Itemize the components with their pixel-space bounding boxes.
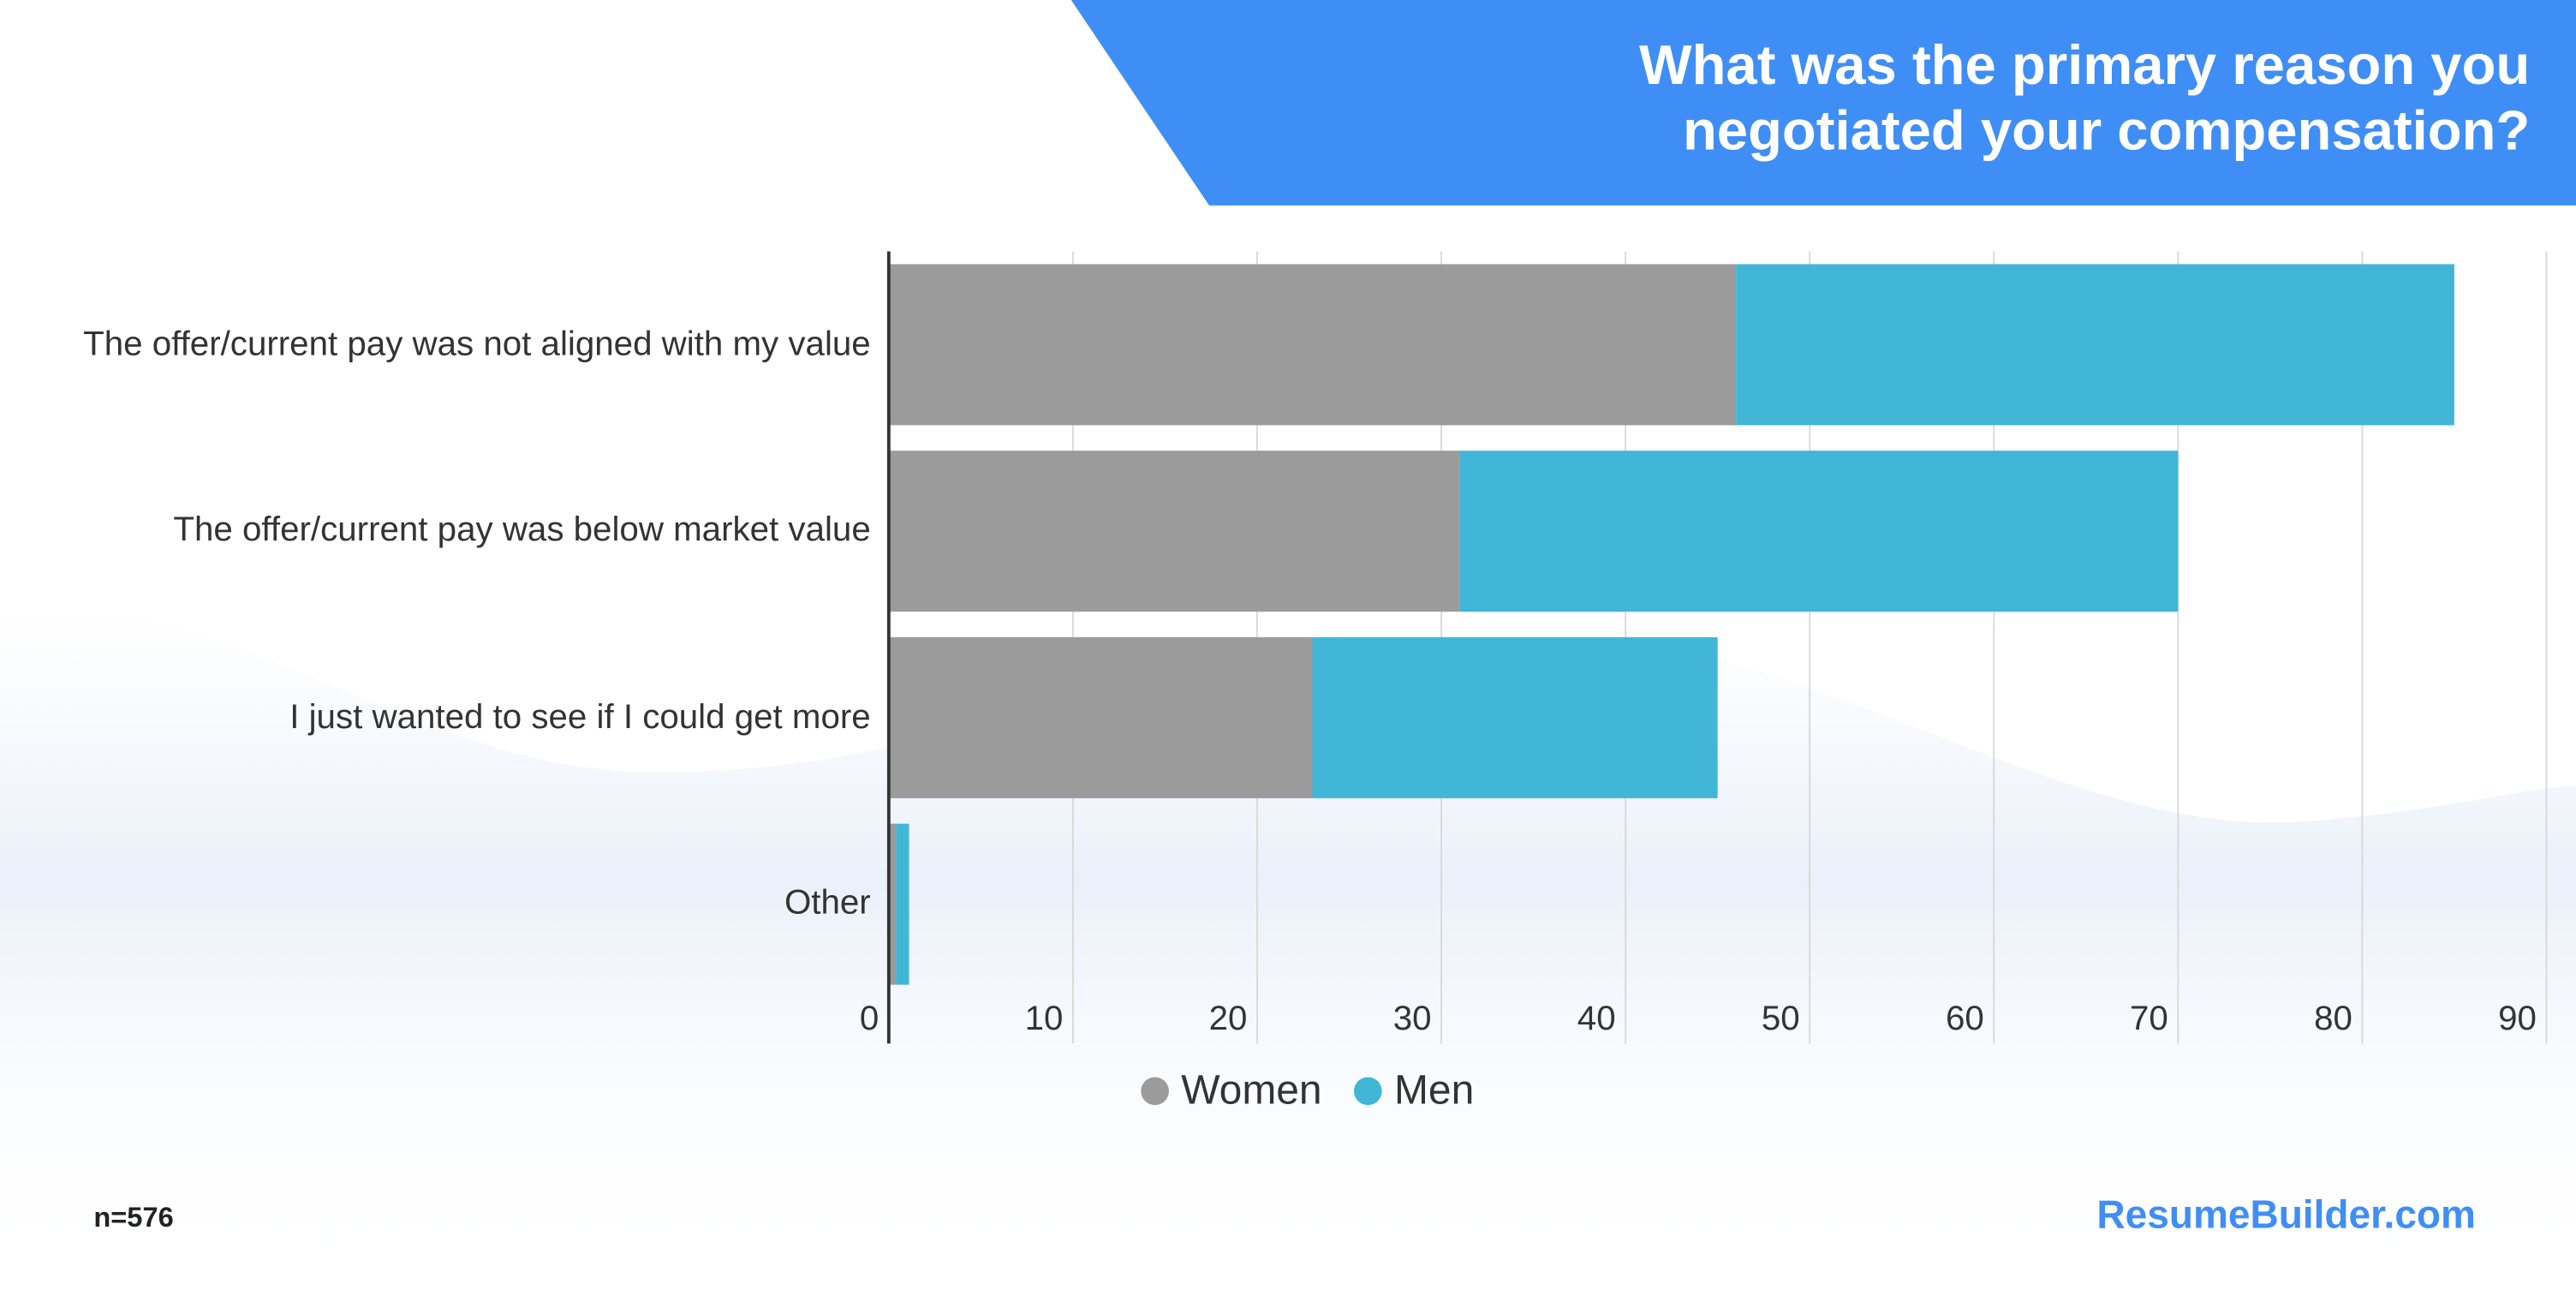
y-tick-text: I just wanted to see if I could get more (289, 697, 871, 736)
x-tick-label: 60 (1946, 999, 1984, 1037)
category-label-box: I just wanted to see if I could get more (50, 652, 871, 783)
source: ResumeBuilder.com (2096, 1192, 2476, 1237)
wave-decoration (0, 606, 2576, 1290)
x-tick-label: 0 (860, 999, 879, 1037)
x-tick-label: 40 (1577, 999, 1616, 1037)
category-label-box: The offer/current pay was not aligned wi… (50, 279, 871, 410)
x-tick-label: 10 (1025, 999, 1064, 1037)
x-tick-label: 50 (1762, 999, 1800, 1037)
x-tick-label: 80 (2314, 999, 2352, 1037)
y-tick-label: I just wanted to see if I could get more (50, 652, 871, 783)
bar (888, 451, 1460, 612)
category-label-box: The offer/current pay was below market v… (50, 465, 871, 596)
x-tick-label: 70 (2130, 999, 2168, 1037)
chart-title: What was the primary reason you negotiat… (1639, 34, 2531, 163)
x-tick-label: 90 (2498, 999, 2537, 1037)
bar (1312, 636, 1718, 798)
bar (888, 636, 1313, 798)
bar (1459, 451, 2179, 612)
y-tick-text: The offer/current pay was not aligned wi… (83, 325, 871, 363)
bar (896, 823, 909, 985)
y-tick-label: Other (50, 839, 871, 970)
y-tick-text: The offer/current pay was below market v… (173, 511, 871, 550)
legend-marker (1354, 1077, 1382, 1106)
category-label-box: Other (50, 839, 871, 970)
bar (888, 823, 897, 985)
legend-label: Women (1181, 1067, 1321, 1113)
y-tick-label: The offer/current pay was below market v… (50, 465, 871, 596)
title-box: What was the primary reason you negotiat… (1639, 34, 2531, 163)
sample-note: n=576 (93, 1201, 173, 1233)
x-tick-label: 30 (1393, 999, 1432, 1037)
bar (888, 264, 1737, 426)
x-tick-label: 20 (1209, 999, 1248, 1037)
y-tick-text: Other (784, 884, 871, 923)
y-tick-label: The offer/current pay was not aligned wi… (50, 279, 871, 410)
legend-marker (1141, 1077, 1169, 1106)
bar (1736, 264, 2454, 426)
legend-label: Men (1394, 1067, 1474, 1113)
header-banner (1070, 0, 2576, 206)
